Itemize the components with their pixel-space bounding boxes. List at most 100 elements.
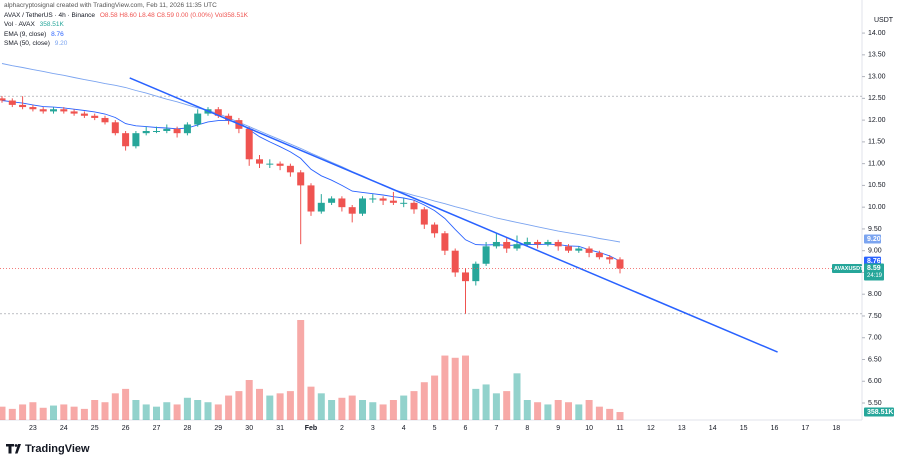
- candle-body: [60, 109, 68, 112]
- y-tick-label: 11.00: [868, 160, 885, 167]
- candle-body: [91, 115, 99, 118]
- candle-body: [431, 224, 439, 234]
- x-tick-label: 23: [29, 425, 37, 432]
- candle-body: [111, 122, 119, 134]
- volume-bar: [420, 382, 428, 420]
- candle-body: [317, 202, 325, 212]
- volume-bar: [183, 397, 191, 420]
- volume-axis-label-box: [864, 407, 894, 417]
- candle-body: [8, 100, 16, 105]
- x-tick-label: 9: [556, 425, 560, 432]
- candle-body: [0, 98, 6, 101]
- candle-body: [503, 241, 511, 249]
- x-tick-label: 7: [494, 425, 498, 432]
- candle-body: [462, 272, 469, 282]
- volume-bar: [276, 393, 284, 420]
- x-tick-label: 3: [371, 425, 375, 432]
- volume-bar: [297, 320, 305, 420]
- x-tick-label: 10: [585, 425, 593, 432]
- y-tick-label: 9.50: [868, 226, 882, 233]
- candle-body: [39, 109, 47, 112]
- volume-bar: [111, 393, 119, 420]
- x-tick-label: 28: [184, 425, 192, 432]
- volume-bar: [142, 404, 150, 420]
- ohlc: O8.58 H8.60 L8.48 C8.59 0.00 (0.00%) Vol…: [99, 11, 249, 19]
- y-tick-label: 6.00: [868, 378, 882, 385]
- x-tick-label: 31: [276, 425, 284, 432]
- candle-body: [266, 163, 274, 165]
- volume-name: Vol · AVAX: [4, 21, 35, 29]
- volume-bar: [348, 395, 356, 420]
- brand: TradingView: [25, 443, 90, 455]
- candle-body: [595, 252, 603, 258]
- ema-value: 8.76: [51, 30, 64, 38]
- x-tick-label: 18: [832, 425, 840, 432]
- volume-bar: [554, 400, 562, 420]
- candle-body: [379, 198, 387, 201]
- volume-bar: [80, 408, 88, 420]
- x-tick-label: 17: [802, 425, 810, 432]
- volume-bar: [317, 393, 325, 420]
- volume-bar: [235, 391, 243, 420]
- countdown: 24:19: [867, 273, 883, 279]
- candle-body: [256, 159, 263, 164]
- candle-body: [122, 133, 130, 147]
- x-tick-label: Feb: [305, 425, 317, 432]
- volume-bar: [214, 404, 222, 420]
- candle-body: [194, 113, 202, 125]
- candle-body: [163, 128, 171, 132]
- volume-bar: [544, 404, 552, 420]
- symbol-label: AVAXUSDT: [834, 266, 864, 272]
- candle-body: [29, 107, 37, 110]
- candle-body: [19, 104, 27, 108]
- candle-body: [348, 207, 356, 214]
- candle-body: [328, 198, 336, 203]
- candle-body: [389, 200, 397, 203]
- y-tick-label: 13.50: [868, 52, 886, 59]
- volume-bar: [307, 386, 315, 420]
- volume-bar: [173, 404, 181, 420]
- volume-bar: [513, 373, 521, 420]
- volume-legend: Vol · AVAX 358.51K: [4, 20, 248, 30]
- x-tick-label: 27: [153, 425, 161, 432]
- price-box: [864, 263, 884, 281]
- x-tick-label: 4: [402, 425, 406, 432]
- volume-bar: [441, 355, 449, 420]
- volume-bar: [606, 408, 614, 420]
- candle-body: [132, 133, 140, 147]
- volume-bar: [359, 400, 366, 420]
- x-tick-label: 15: [740, 425, 748, 432]
- sma-axis-label: 9.20: [867, 236, 881, 243]
- x-tick-label: 16: [771, 425, 779, 432]
- candle-body: [616, 259, 624, 269]
- last-price-label: 8.59: [867, 265, 881, 272]
- ema-name: EMA (9, close): [4, 30, 47, 38]
- volume-bar: [338, 397, 346, 420]
- volume-bar: [163, 402, 171, 420]
- candle-body: [50, 109, 57, 112]
- x-tick-label: 12: [647, 425, 655, 432]
- x-tick-label: 14: [709, 425, 717, 432]
- volume-bar: [595, 406, 603, 420]
- x-tick-label: 2: [340, 425, 344, 432]
- volume-bar: [389, 400, 397, 420]
- y-tick-label: 8.00: [868, 291, 882, 298]
- candle-body: [585, 248, 593, 253]
- y-tick-label: 12.00: [868, 117, 886, 124]
- candle-body: [513, 244, 521, 249]
- sma-line: [1, 63, 621, 243]
- y-tick-label: 9.00: [868, 248, 882, 255]
- volume-bar: [328, 400, 336, 420]
- candle-body: [544, 241, 552, 245]
- volume-bar: [503, 391, 511, 420]
- volume-bar: [194, 400, 202, 420]
- candle-body: [565, 246, 572, 251]
- candle-body: [70, 111, 78, 114]
- ema-axis-label: 8.76: [867, 258, 881, 265]
- candle-body: [451, 250, 459, 273]
- volume-bar: [534, 402, 542, 420]
- candle-body: [338, 198, 346, 208]
- volume-bars: [0, 320, 624, 420]
- candle-body: [492, 241, 500, 247]
